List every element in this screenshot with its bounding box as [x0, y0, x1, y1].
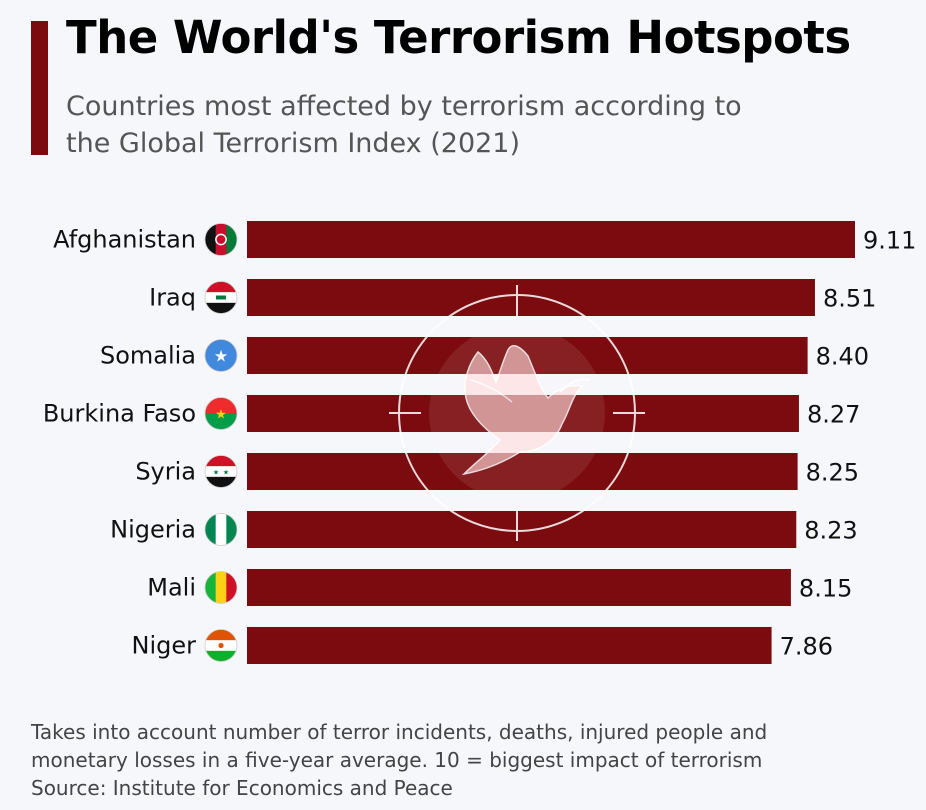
value-label: 8.27 [807, 401, 860, 429]
value-label: 8.23 [804, 517, 857, 545]
country-label: Syria [135, 458, 196, 486]
bar-mali [247, 569, 791, 606]
value-label: 9.11 [863, 227, 916, 255]
value-label: 8.25 [806, 459, 859, 487]
svg-text:★: ★ [215, 408, 227, 423]
country-label: Niger [132, 632, 197, 660]
svg-text:★: ★ [223, 469, 229, 477]
country-label: Burkina Faso [43, 400, 196, 428]
bar-afghanistan [247, 221, 855, 258]
peace-dove-crosshair-icon [389, 285, 645, 541]
country-label: Iraq [149, 284, 196, 312]
bar-nigeria [247, 511, 797, 548]
svg-text:★: ★ [213, 469, 219, 477]
chart-title: The World's Terrorism Hotspots [66, 11, 851, 64]
value-label: 7.86 [780, 633, 833, 661]
country-label: Afghanistan [53, 226, 196, 254]
bar-chart: Afghanistan 9.11 Iraq 8.51 Somalia ★ 8.40 Burki… [43, 221, 916, 664]
source-line: Source: Institute for Economics and Peac… [31, 776, 453, 800]
footnote-line-1: Takes into account number of terror inci… [31, 720, 768, 744]
value-label: 8.40 [816, 343, 869, 371]
svg-text:★: ★ [214, 347, 228, 366]
value-label: 8.51 [823, 285, 876, 313]
country-label: Somalia [100, 342, 196, 370]
bar-iraq [247, 279, 815, 316]
footnote-line-2: monetary losses in a five-year average. … [31, 748, 763, 772]
afghanistan-flag-icon [204, 223, 238, 256]
niger-flag-icon [204, 629, 238, 662]
country-label: Mali [147, 574, 196, 602]
bar-syria [247, 453, 798, 490]
nigeria-flag-icon [204, 513, 238, 546]
footnote: Takes into account number of terror inci… [31, 718, 891, 802]
syria-flag-icon: ★ ★ [204, 455, 238, 488]
chart-subtitle: Countries most affected by terrorism acc… [66, 91, 742, 159]
title-accent-bar [31, 21, 48, 155]
value-label: 8.15 [799, 575, 852, 603]
country-label: Nigeria [110, 516, 196, 544]
somalia-flag-icon: ★ [204, 339, 238, 372]
iraq-flag-icon [204, 281, 238, 314]
mali-flag-icon [204, 571, 238, 604]
bar-niger [247, 627, 772, 664]
burkina-faso-flag-icon: ★ [204, 397, 238, 430]
